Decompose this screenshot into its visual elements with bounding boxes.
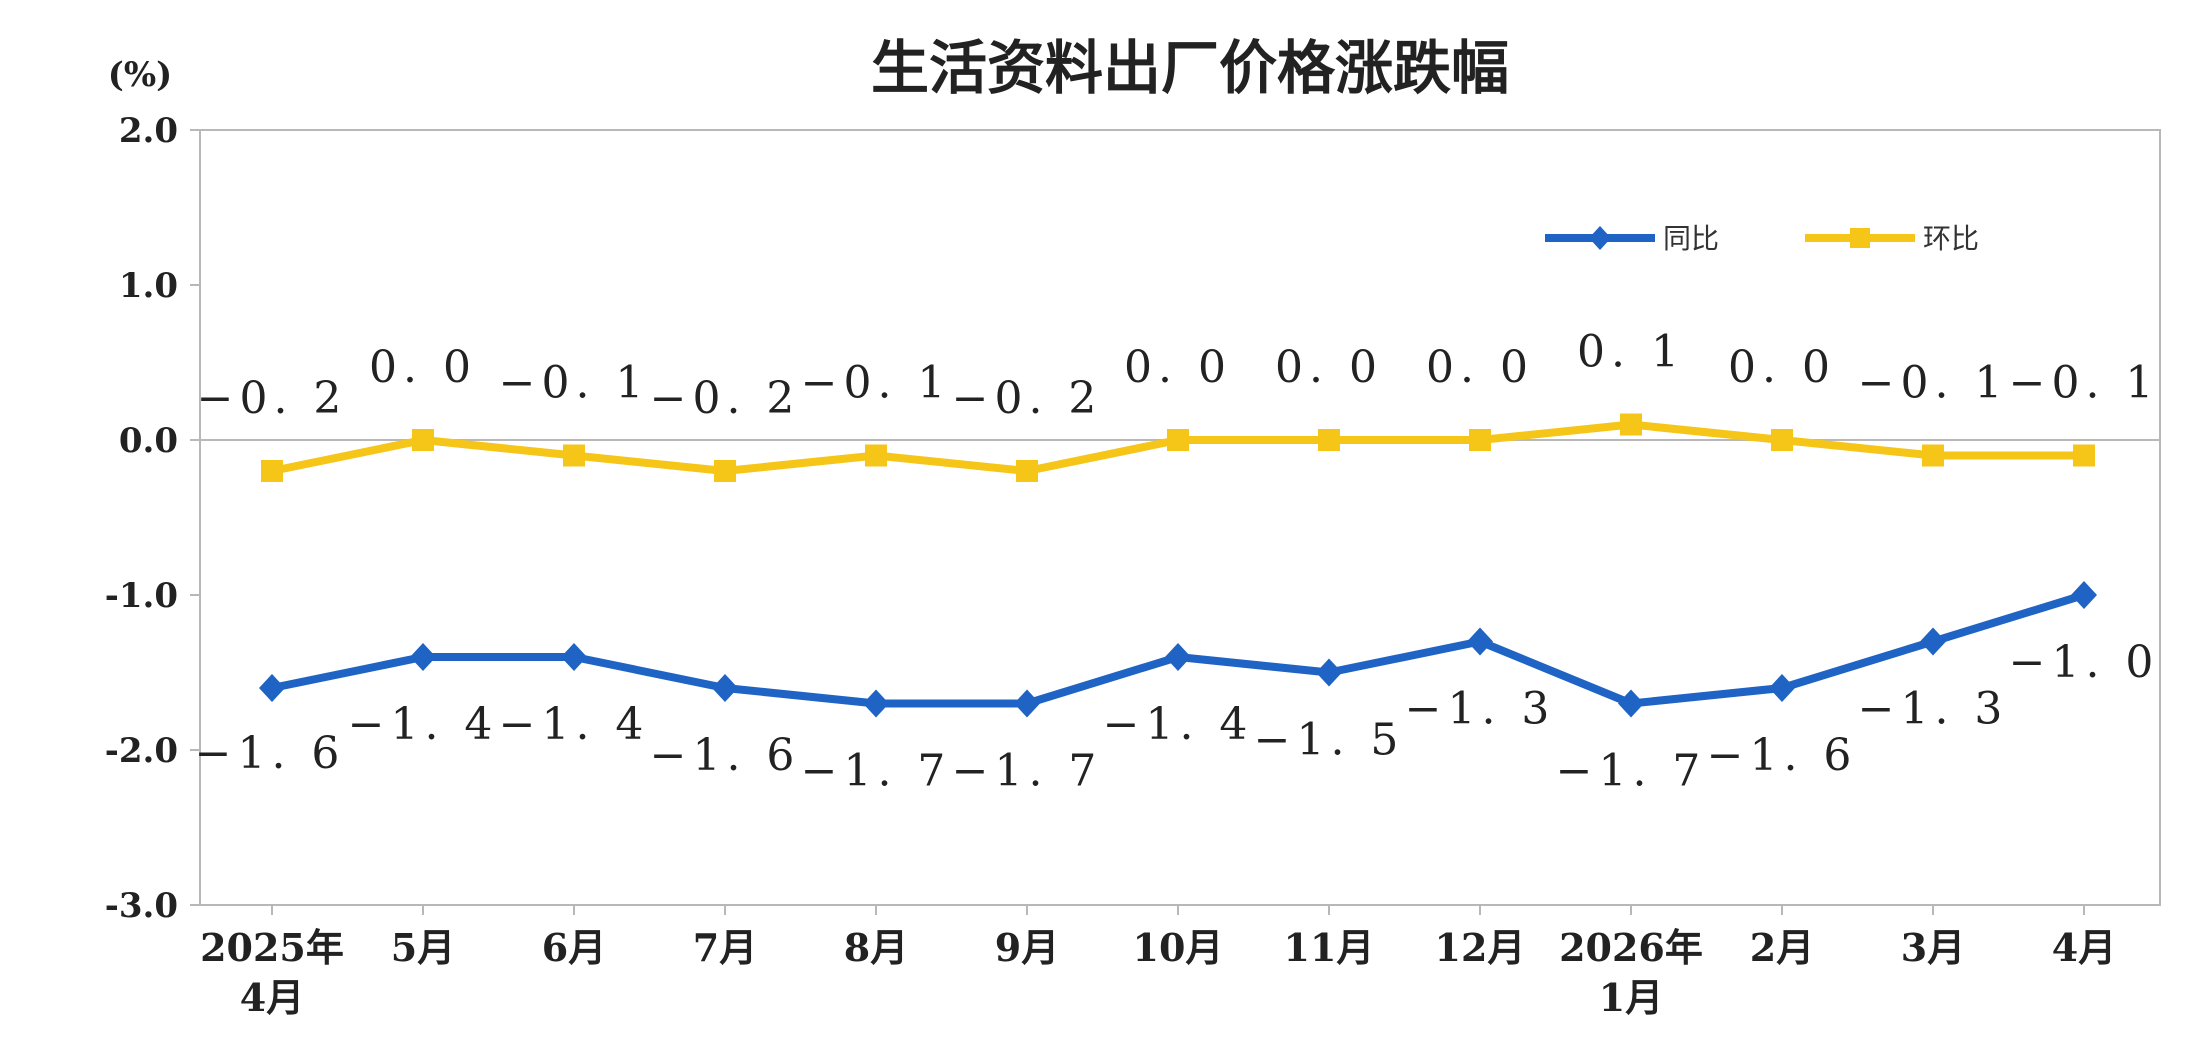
data-point-环比 [1771, 429, 1793, 451]
plot-area [199, 129, 2161, 906]
data-label-同比: −1. 7 [801, 746, 952, 797]
data-label-环比: −0. 1 [801, 358, 952, 409]
x-tick-label: 8月 [844, 925, 908, 970]
data-label-同比: −1. 6 [650, 730, 801, 781]
data-point-环比 [563, 444, 585, 467]
data-point-环比 [1167, 429, 1189, 451]
x-tick-label: 9月 [995, 925, 1059, 970]
data-label-环比: −0. 1 [2009, 358, 2160, 409]
x-tick-label: 4月 [2052, 925, 2116, 970]
data-point-同比 [863, 689, 889, 718]
data-label-环比: 0. 0 [1426, 342, 1534, 393]
x-tick-label: 5月 [391, 925, 455, 970]
data-label-环比: 0. 0 [1728, 342, 1836, 393]
data-label-同比: −1. 4 [499, 699, 650, 750]
x-tick-label: 3月 [1901, 925, 1965, 970]
y-tick-label: 1.0 [119, 266, 178, 306]
data-point-同比 [1165, 643, 1191, 671]
legend-marker-环比 [1850, 228, 1870, 248]
legend-label-同比: 同比 [1663, 222, 1719, 255]
data-point-环比 [261, 460, 283, 482]
data-point-环比 [1469, 429, 1491, 451]
data-label-环比: −0. 2 [952, 373, 1103, 424]
data-label-同比: −1. 4 [1103, 699, 1254, 750]
data-point-同比 [1920, 627, 1946, 656]
data-label-同比: −1. 7 [952, 746, 1103, 797]
data-point-同比 [2071, 581, 2097, 609]
data-point-环比 [2073, 444, 2095, 467]
data-point-同比 [259, 674, 285, 702]
y-axis-unit: (%) [108, 55, 172, 95]
x-tick-label: 11月 [1284, 925, 1375, 970]
x-tick-label: 1月 [1599, 975, 1663, 1020]
data-label-同比: −1. 7 [1556, 746, 1707, 797]
x-tick-label: 6月 [542, 925, 606, 970]
data-label-同比: −1. 3 [1858, 684, 2009, 735]
data-point-同比 [1769, 674, 1795, 702]
data-point-环比 [1620, 413, 1642, 436]
y-tick-label: 2.0 [119, 111, 178, 151]
data-point-同比 [712, 674, 738, 702]
data-point-同比 [1618, 689, 1644, 718]
data-label-环比: −0. 2 [650, 373, 801, 424]
data-label-同比: −1. 5 [1254, 715, 1405, 766]
data-label-环比: −0. 1 [1858, 358, 2009, 409]
x-tick-label: 2025年 [200, 925, 344, 970]
data-label-环比: 0. 0 [369, 342, 477, 393]
data-point-环比 [1922, 444, 1944, 467]
data-point-环比 [412, 429, 434, 451]
x-tick-label: 7月 [693, 925, 757, 970]
data-label-环比: 0. 0 [1275, 342, 1383, 393]
x-tick-label: 4月 [240, 975, 304, 1020]
y-tick-label: -3.0 [105, 886, 178, 926]
data-label-同比: −1. 3 [1405, 684, 1556, 735]
data-label-同比: −1. 0 [2009, 637, 2160, 688]
x-tick-label: 2月 [1750, 925, 1814, 970]
data-point-同比 [561, 643, 587, 671]
y-tick-label: -2.0 [105, 731, 178, 771]
data-point-环比 [714, 460, 736, 482]
x-tick-label: 2026年 [1559, 925, 1703, 970]
data-label-同比: −1. 4 [348, 699, 499, 750]
legend-marker-同比 [1589, 226, 1611, 250]
data-label-环比: 0. 1 [1577, 327, 1685, 378]
x-tick-label: 10月 [1133, 925, 1224, 970]
x-tick-label: 12月 [1435, 925, 1526, 970]
chart-title: 生活资料出厂价格涨跌幅 [871, 34, 1509, 102]
data-label-同比: −1. 6 [195, 728, 346, 779]
data-point-环比 [1016, 460, 1038, 482]
data-point-环比 [1318, 429, 1340, 451]
y-tick-label: -1.0 [105, 576, 178, 616]
y-tick-label: 0.0 [119, 421, 178, 461]
legend-label-环比: 环比 [1923, 222, 1979, 255]
data-point-同比 [1014, 689, 1040, 718]
data-point-同比 [1316, 658, 1342, 687]
data-point-同比 [1467, 627, 1493, 656]
data-point-同比 [410, 643, 436, 671]
data-label-环比: 0. 0 [1124, 342, 1232, 393]
data-label-环比: −0. 1 [499, 358, 650, 409]
data-point-环比 [865, 444, 887, 467]
data-label-环比: −0. 2 [197, 373, 348, 424]
data-label-同比: −1. 6 [1707, 730, 1858, 781]
